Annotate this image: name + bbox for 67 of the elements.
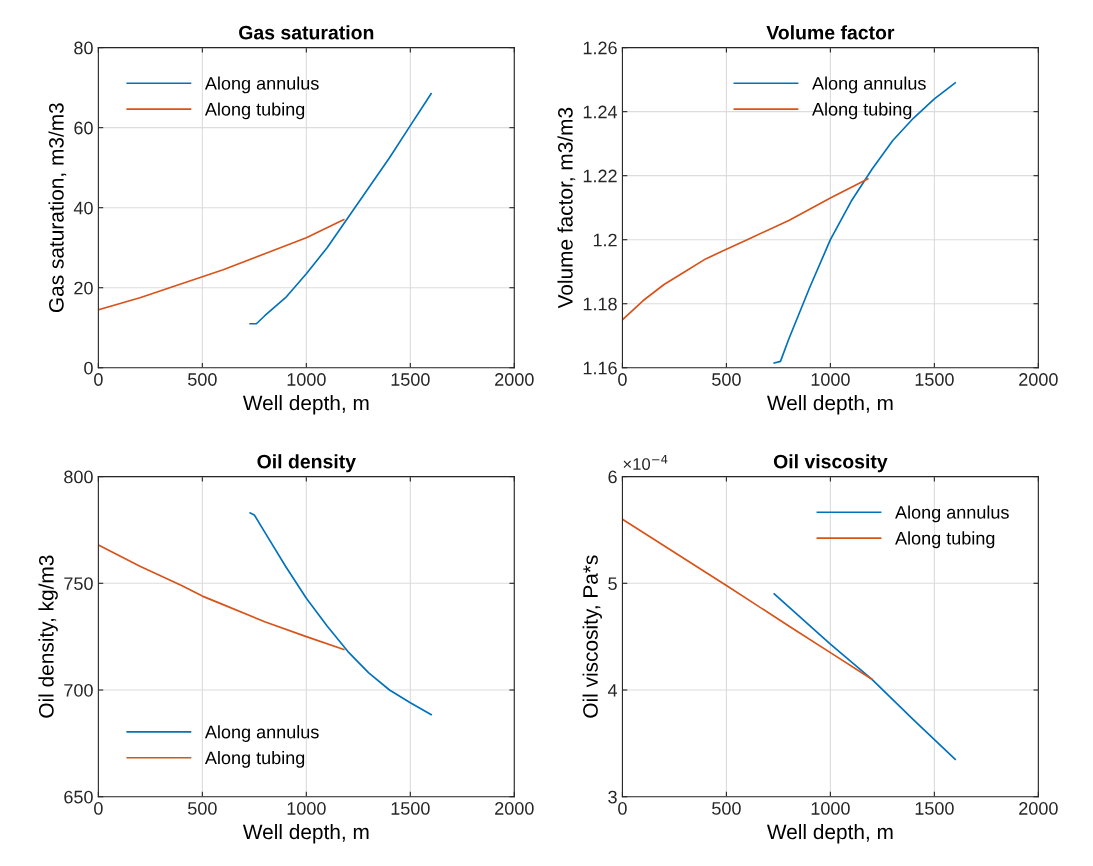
chart-title: Gas saturation [239,25,374,40]
x-tick-label: 1500 [391,373,430,386]
x-axis-title: Well depth, m [766,395,893,415]
y-axis-title: Oil viscosity, Pa*s [582,555,602,718]
y-tick-label: 6 [608,470,617,484]
y-tick-label: 800 [64,470,93,484]
x-axis-title: Well depth, m [766,823,893,844]
y-tick-label: 1.24 [583,105,618,119]
legend-label: Along tubing [204,102,305,120]
x-axis-title: Well depth, m [242,395,369,415]
y-tick-label: 80 [74,41,93,55]
y-tick-label: 40 [73,201,93,215]
chart-title: Oil viscosity [773,454,888,473]
x-tick-label: 1000 [287,802,326,815]
x-tick-label: 2000 [1019,802,1058,815]
legend-label: Along tubing [204,751,305,768]
legend-label: Along annulus [204,76,319,94]
x-tick-label: 1500 [915,802,954,815]
line-series [773,593,957,761]
y-tick-label: 0 [84,361,93,375]
x-tick-label: 2000 [495,802,534,815]
text: ×10$^{−4}$ [623,454,668,470]
x-tick-label: 2000 [495,373,534,386]
legend-label: Along tubing [895,531,995,549]
legend-label: Along annulus [895,505,1009,523]
x-tick-label: 500 [712,373,741,386]
x-tick-label: 2000 [1019,373,1058,386]
x-axis-title: Well depth, m [242,823,369,844]
x-tick-label: 1500 [391,802,430,815]
x-tick-label: 0 [618,373,627,386]
line-series [622,518,873,681]
x-tick-label: 1500 [915,373,954,386]
x-tick-label: 1000 [811,802,850,815]
line-series [249,92,432,325]
line-series [249,512,432,716]
y-tick-label: 650 [64,790,93,804]
chart-title: Oil density [257,454,356,473]
x-tick-label: 0 [94,373,103,386]
legend-label: Along tubing [812,102,912,120]
y-tick-label: 20 [74,281,93,295]
y-tick-label: 5 [608,577,617,591]
y-axis-title: Oil density, kg/m3 [38,555,58,718]
y-tick-label: 1.2 [593,233,617,247]
y-tick-label: 1.26 [583,41,617,55]
y-tick-label: 700 [64,683,93,697]
x-tick-label: 1000 [287,373,326,386]
line-series [98,218,345,311]
x-tick-label: 500 [188,373,217,386]
x-tick-label: 0 [618,802,627,815]
chart-title: Volume factor [766,25,895,40]
y-tick-label: 1.16 [583,361,617,375]
x-tick-label: 500 [188,802,217,815]
y-tick-label: 60 [74,121,93,135]
x-tick-label: 500 [712,802,741,815]
x-tick-label: 1000 [811,373,850,386]
y-tick-label: 750 [64,577,93,591]
line-series [622,178,869,321]
y-axis-title: Gas saturation, m3/m3 [48,103,67,312]
y-tick-label: 1.18 [583,297,617,311]
x-tick-label: 0 [94,802,103,815]
legend-label: Along annulus [812,76,926,94]
y-tick-label: 3 [608,790,617,804]
legend-label: Along annulus [204,725,319,742]
y-tick-label: 1.22 [583,169,617,183]
line-series [98,544,345,651]
y-axis-title: Volume factor, m3/m3 [557,107,576,309]
y-tick-label: 4 [607,684,618,697]
